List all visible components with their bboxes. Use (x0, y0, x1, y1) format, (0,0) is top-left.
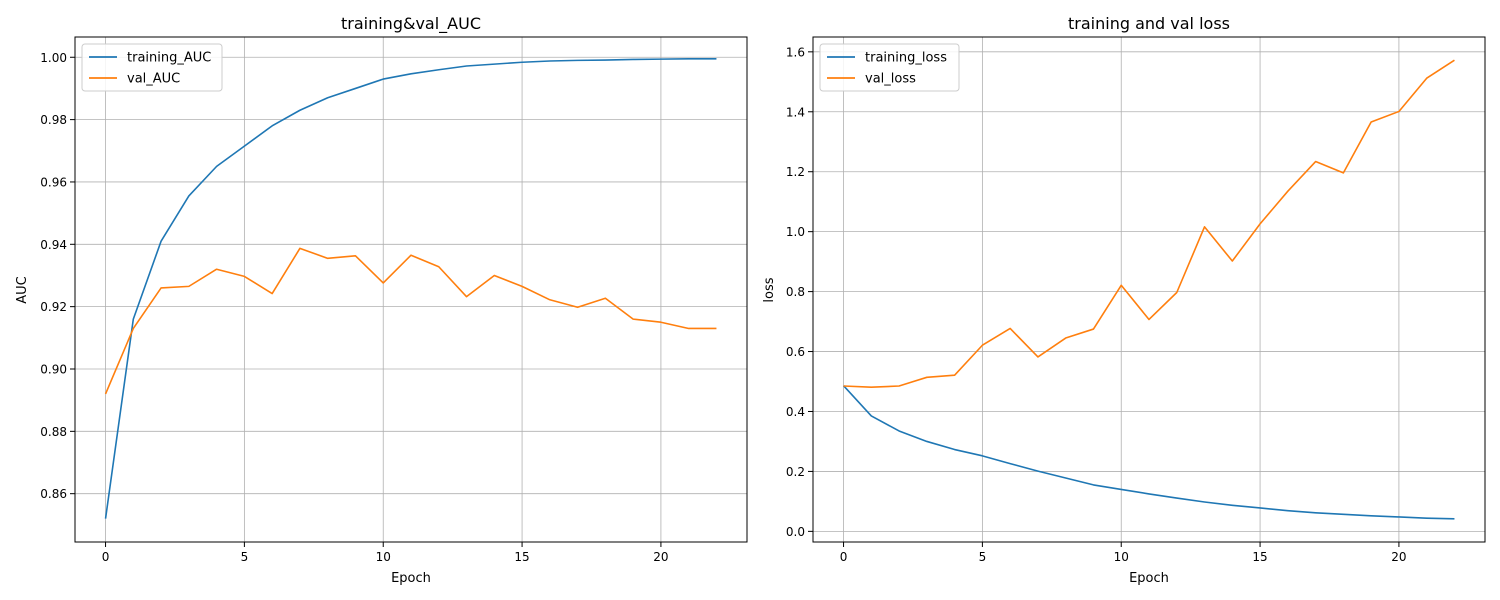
auc-chart-title: training&val_AUC (341, 14, 481, 34)
loss-chart-x-tick-label: 20 (1391, 550, 1406, 564)
loss-chart-series-val-loss-line (843, 59, 1455, 389)
auc-chart-y-tick-label: 0.96 (40, 175, 67, 189)
loss-chart-y-tick-label: 0.4 (786, 405, 805, 419)
loss-chart-y-tick-label: 0.6 (786, 345, 805, 359)
loss-chart-x-axis-label: Epoch (1129, 571, 1169, 586)
auc-chart-y-tick-label: 0.98 (40, 113, 67, 127)
loss-chart-x-tick-label: 15 (1252, 550, 1267, 564)
loss-chart: training and val loss Epoch loss 0 5 10 15 2… (762, 14, 1486, 586)
auc-chart-y-tick-label: 0.92 (40, 300, 67, 314)
auc-chart-series-training-AUC-line (104, 58, 717, 519)
auc-chart-y-tick-label: 0.90 (40, 362, 67, 376)
loss-chart-y-tick-label: 1.6 (786, 45, 805, 59)
loss-chart-plot-frame (812, 36, 1486, 543)
loss-chart-legend-box (819, 43, 960, 92)
auc-chart: training&val_AUC Epoch AUC 0 5 10 15 200.860… (15, 14, 748, 586)
auc-chart-plot-frame (74, 36, 748, 543)
loss-chart-legend: training_loss val_loss (819, 43, 960, 92)
auc-chart-x-axis-label: Epoch (391, 571, 431, 586)
auc-chart-grid (75, 37, 747, 542)
loss-chart-y-tick-label: 0.8 (786, 285, 805, 299)
auc-chart-x-tick-label: 10 (376, 550, 391, 564)
auc-chart-ticks: 0 5 10 15 20 0.86 0.88 0.90 0.92 0.94 0.96 0.98 1.00 (40, 51, 668, 564)
loss-chart-title: training and val loss (1068, 14, 1230, 33)
loss-chart-y-tick-label: 1.2 (786, 165, 805, 179)
auc-chart-y-tick-label: 0.88 (40, 425, 67, 439)
loss-chart-y-tick-label: 0.2 (786, 465, 805, 479)
auc-chart-legend-label: val_AUC (127, 72, 180, 87)
loss-chart-legend-label: val_loss (865, 72, 916, 87)
auc-chart-y-tick-label: 0.86 (40, 487, 67, 501)
loss-chart-x-tick-label: 0 (840, 550, 848, 564)
auc-chart-y-axis-label: AUC (15, 276, 30, 304)
loss-chart-series-training-loss-line (842, 385, 1455, 520)
auc-chart-x-tick-label: 20 (653, 550, 668, 564)
loss-chart-y-tick-label: 0.0 (786, 525, 805, 539)
loss-chart-x-tick-label: 5 (979, 550, 987, 564)
auc-chart-legend-label: training_AUC (127, 51, 211, 66)
loss-chart-y-tick-label: 1.0 (786, 225, 805, 239)
loss-chart-ticks: 0 5 10 15 20 0.0 0.2 0.4 0.6 0.8 1.0 1.2 1.4 1.6 (786, 45, 1407, 564)
auc-chart-series-val-AUC-line (104, 247, 717, 395)
auc-chart-x-tick-label: 15 (514, 550, 529, 564)
auc-chart-x-tick-label: 5 (241, 550, 249, 564)
auc-chart-y-tick-label: 0.94 (40, 238, 67, 252)
auc-chart-legend: training_AUC val_AUC (81, 43, 223, 92)
auc-chart-y-tick-label: 1.00 (40, 51, 67, 65)
loss-chart-legend-label: training_loss (865, 51, 947, 66)
auc-chart-series (104, 58, 717, 519)
auc-chart-legend-box (81, 43, 223, 92)
auc-chart-x-tick-label: 0 (102, 550, 110, 564)
loss-chart-y-axis-label: loss (762, 277, 777, 302)
loss-chart-y-tick-label: 1.4 (786, 105, 805, 119)
loss-chart-x-tick-label: 10 (1114, 550, 1129, 564)
loss-chart-series (842, 59, 1455, 520)
